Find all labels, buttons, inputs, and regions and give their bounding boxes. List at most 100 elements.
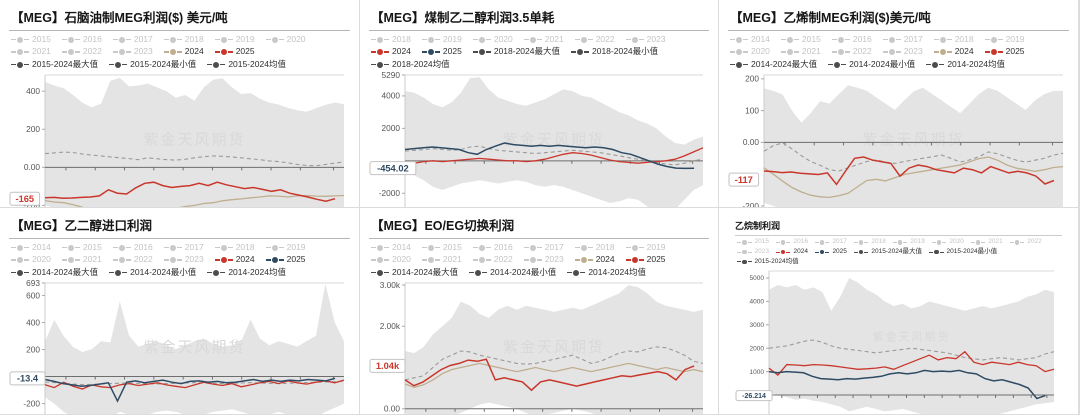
legend-item-2015-2024[interactable]: 2015-2024均值 [737, 258, 799, 267]
legend-item-2025[interactable]: 2025 [265, 254, 306, 265]
legend-item-2018[interactable]: 2018 [163, 34, 204, 45]
legend-line [882, 38, 888, 41]
legend-item-2024[interactable]: 2024 [933, 46, 974, 57]
y-axis-label: -2000 [379, 188, 401, 198]
legend-item-2024[interactable]: 2024 [775, 248, 808, 257]
legend-dot [742, 240, 747, 245]
legend-item-2016[interactable]: 2016 [472, 242, 513, 253]
legend-item-2024[interactable]: 2024 [371, 46, 411, 57]
legend-item-2023[interactable]: 2023 [882, 46, 923, 57]
legend-item-2018[interactable]: 2018 [371, 34, 411, 45]
legend-item-2014-2024[interactable]: 2014-2024最大值 [730, 59, 817, 70]
legend-item-2024[interactable]: 2024 [163, 46, 204, 57]
legend-item-2022[interactable]: 2022 [61, 46, 102, 57]
legend-item-2021[interactable]: 2021 [780, 46, 821, 57]
legend-item-2022[interactable]: 2022 [112, 254, 153, 265]
legend-item-2015-2024[interactable]: 2015-2024最小值 [109, 59, 196, 70]
legend-item-2014[interactable]: 2014 [371, 242, 411, 253]
legend-item-2019[interactable]: 2019 [984, 34, 1025, 45]
legend-item-2025[interactable]: 2025 [421, 46, 462, 57]
legend-item-2023[interactable]: 2023 [523, 254, 564, 265]
legend-item-2016[interactable]: 2016 [775, 238, 808, 247]
legend-item-2015[interactable]: 2015 [780, 34, 821, 45]
legend-item-2021[interactable]: 2021 [11, 46, 51, 57]
legend-item-2022[interactable]: 2022 [1009, 238, 1042, 247]
legend-item-2017[interactable]: 2017 [882, 34, 923, 45]
legend-item-2014-2024[interactable]: 2014-2024最小值 [828, 59, 915, 70]
legend-item-2020[interactable]: 2020 [931, 238, 964, 247]
legend-item-2015-2024[interactable]: 2015-2024最大值 [11, 59, 98, 70]
legend-item-2019[interactable]: 2019 [214, 34, 255, 45]
legend-label: 2014-2024最大值 [751, 58, 818, 69]
legend-item-2015-2024[interactable]: 2015-2024均值 [207, 59, 286, 70]
legend-item-2016[interactable]: 2016 [112, 242, 153, 253]
legend-item-2014-2024[interactable]: 2014-2024最小值 [469, 267, 556, 278]
legend-item-2014[interactable]: 2014 [730, 34, 770, 45]
legend-item-2022[interactable]: 2022 [831, 46, 872, 57]
legend-item-2014-2024[interactable]: 2014-2024均值 [207, 267, 286, 278]
legend-item-2025[interactable]: 2025 [984, 46, 1025, 57]
legend-marker-icon [926, 61, 945, 68]
legend-item-2023[interactable]: 2023 [112, 46, 153, 57]
legend-item-2015[interactable]: 2015 [61, 242, 102, 253]
legend-item-2016[interactable]: 2016 [831, 34, 872, 45]
legend-item-2018-2024[interactable]: 2018-2024均值 [371, 59, 450, 70]
legend-item-2017[interactable]: 2017 [112, 34, 153, 45]
legend-item-2022[interactable]: 2022 [574, 34, 615, 45]
chart-canvas[interactable]: 紫金天风期货50004000300020001000-1000-145401-2… [735, 267, 1062, 414]
legend-item-2025[interactable]: 2025 [814, 248, 847, 257]
legend-item-2019[interactable]: 2019 [265, 242, 306, 253]
chart-canvas[interactable]: 紫金天风期货3.00k2.00k0.00-75802-0403-0904-120… [369, 279, 709, 414]
legend-label: 2023 [133, 46, 153, 57]
legend-item-2015-2024[interactable]: 2015-2024最大值 [853, 248, 922, 257]
chart-canvas[interactable]: 紫金天风期货4002000.00-200-34502-0403-0904-120… [9, 71, 350, 207]
legend-item-2016[interactable]: 2016 [61, 34, 102, 45]
legend-item-2021[interactable]: 2021 [421, 254, 462, 265]
legend-item-2019[interactable]: 2019 [421, 34, 462, 45]
legend-item-2025[interactable]: 2025 [214, 46, 255, 57]
legend-item-2020[interactable]: 2020 [11, 254, 51, 265]
legend-item-2015[interactable]: 2015 [737, 238, 769, 247]
legend-item-2024[interactable]: 2024 [574, 254, 615, 265]
legend-item-2014-2024[interactable]: 2014-2024最大值 [371, 267, 458, 278]
legend-item-2015[interactable]: 2015 [421, 242, 462, 253]
legend-item-2018[interactable]: 2018 [574, 242, 615, 253]
legend-line [384, 51, 389, 53]
legend-item-2021[interactable]: 2021 [970, 238, 1003, 247]
legend-item-2014-2024[interactable]: 2014-2024最大值 [11, 267, 98, 278]
legend-item-2024[interactable]: 2024 [214, 254, 255, 265]
legend-item-2018[interactable]: 2018 [853, 238, 886, 247]
legend-item-2020[interactable]: 2020 [472, 34, 513, 45]
legend-item-2025[interactable]: 2025 [625, 254, 666, 265]
chart-canvas[interactable]: 紫金天风期货529040002000-2000-400002-0403-0904… [369, 71, 709, 207]
legend-item-2017[interactable]: 2017 [163, 242, 204, 253]
legend-item-2023[interactable]: 2023 [737, 248, 769, 257]
legend-item-2015[interactable]: 2015 [11, 34, 51, 45]
legend-item-2020[interactable]: 2020 [371, 254, 411, 265]
legend-item-2014[interactable]: 2014 [11, 242, 51, 253]
legend-item-2021[interactable]: 2021 [523, 34, 564, 45]
legend-item-2014-2024[interactable]: 2014-2024均值 [567, 267, 646, 278]
legend-item-2014-2024[interactable]: 2014-2024最小值 [109, 267, 196, 278]
legend-item-2019[interactable]: 2019 [892, 238, 925, 247]
legend-item-2019[interactable]: 2019 [625, 242, 666, 253]
legend-item-2023[interactable]: 2023 [163, 254, 204, 265]
legend-line [1009, 241, 1014, 243]
legend-item-2015-2024[interactable]: 2015-2024最小值 [929, 248, 997, 257]
legend-item-2023[interactable]: 2023 [625, 34, 666, 45]
legend-item-2018[interactable]: 2018 [933, 34, 974, 45]
legend-item-2018-2024[interactable]: 2018-2024最大值 [472, 46, 560, 57]
legend-item-2022[interactable]: 2022 [472, 254, 513, 265]
chart-canvas[interactable]: 紫金天风期货2001000.00-200-28502-0403-0904-120… [728, 71, 1069, 207]
legend-item-2021[interactable]: 2021 [61, 254, 102, 265]
legend-item-2017[interactable]: 2017 [814, 238, 847, 247]
chart-canvas[interactable]: 紫金天风期货693600400200-200-40002-0403-0904-1… [9, 279, 350, 414]
legend-item-2014-2024[interactable]: 2014-2024均值 [926, 59, 1005, 70]
legend-item-2018-2024[interactable]: 2018-2024最小值 [571, 46, 658, 57]
legend-item-2020[interactable]: 2020 [265, 34, 306, 45]
legend-item-2017[interactable]: 2017 [523, 242, 564, 253]
legend-item-2020[interactable]: 2020 [730, 46, 770, 57]
legend-item-2018[interactable]: 2018 [214, 242, 255, 253]
legend-line [207, 63, 213, 66]
legend-line [981, 241, 986, 243]
